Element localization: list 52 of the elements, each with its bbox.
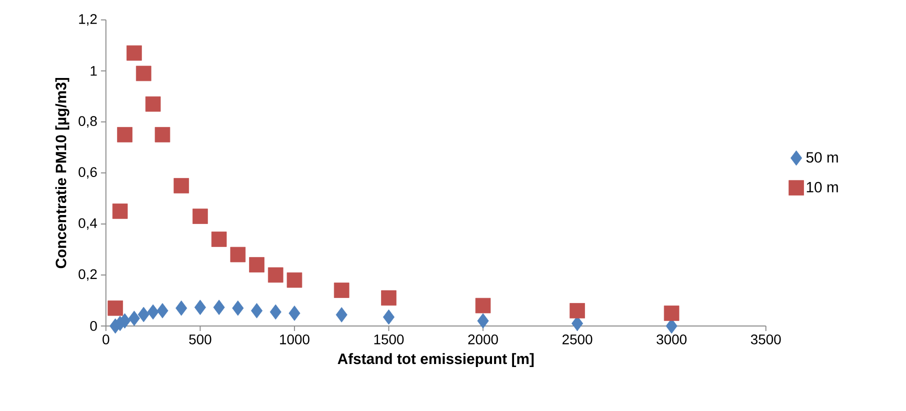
point <box>112 203 128 219</box>
point <box>268 267 284 282</box>
point <box>288 305 300 321</box>
point <box>108 300 123 316</box>
legend-label: 10 m <box>806 182 838 192</box>
point <box>475 298 491 314</box>
point <box>286 272 302 288</box>
point <box>136 66 152 81</box>
point <box>570 302 585 318</box>
point <box>270 304 282 320</box>
x-tick-label: 3500 <box>750 334 781 344</box>
x-tick-label: 500 <box>189 334 212 344</box>
y-axis-title: Concentratie PM10 [µg/m3] <box>55 78 70 268</box>
y-tick-label: 0 <box>90 320 97 331</box>
point <box>334 282 350 298</box>
point <box>192 208 208 224</box>
point <box>249 256 264 272</box>
point <box>211 231 227 247</box>
x-tick-label: 1500 <box>374 334 404 344</box>
x-tick-label: 2500 <box>562 334 592 344</box>
x-axis-title: Afstand tot emissiepunt [m] <box>338 352 534 367</box>
x-tick-label: 1000 <box>280 334 310 344</box>
legend-label: 50 m <box>806 152 838 162</box>
point <box>250 302 263 318</box>
point <box>117 126 132 142</box>
point <box>126 45 142 60</box>
x-tick-label: 0 <box>102 334 110 344</box>
point <box>382 309 395 324</box>
x-tick-label: 2000 <box>468 334 498 344</box>
point <box>232 300 244 316</box>
point <box>664 305 680 321</box>
x-tick-label: 3000 <box>656 334 687 344</box>
point <box>194 299 206 315</box>
point <box>477 313 489 328</box>
point <box>147 304 159 320</box>
point <box>213 299 225 315</box>
point <box>154 126 170 142</box>
point <box>381 290 396 306</box>
y-tick-label: 1,2 <box>79 14 97 26</box>
point <box>174 178 189 194</box>
point <box>145 96 161 112</box>
point <box>230 246 246 262</box>
y-tick-label: 0,2 <box>78 268 97 280</box>
y-tick-label: 0,4 <box>78 218 98 230</box>
y-tick-label: 0,6 <box>78 166 97 178</box>
point <box>138 306 150 322</box>
point <box>128 310 140 326</box>
point <box>336 306 348 322</box>
y-tick-label: 0,8 <box>78 116 97 128</box>
y-tick-label: 1 <box>90 66 97 76</box>
point <box>176 300 188 316</box>
point <box>156 302 168 318</box>
